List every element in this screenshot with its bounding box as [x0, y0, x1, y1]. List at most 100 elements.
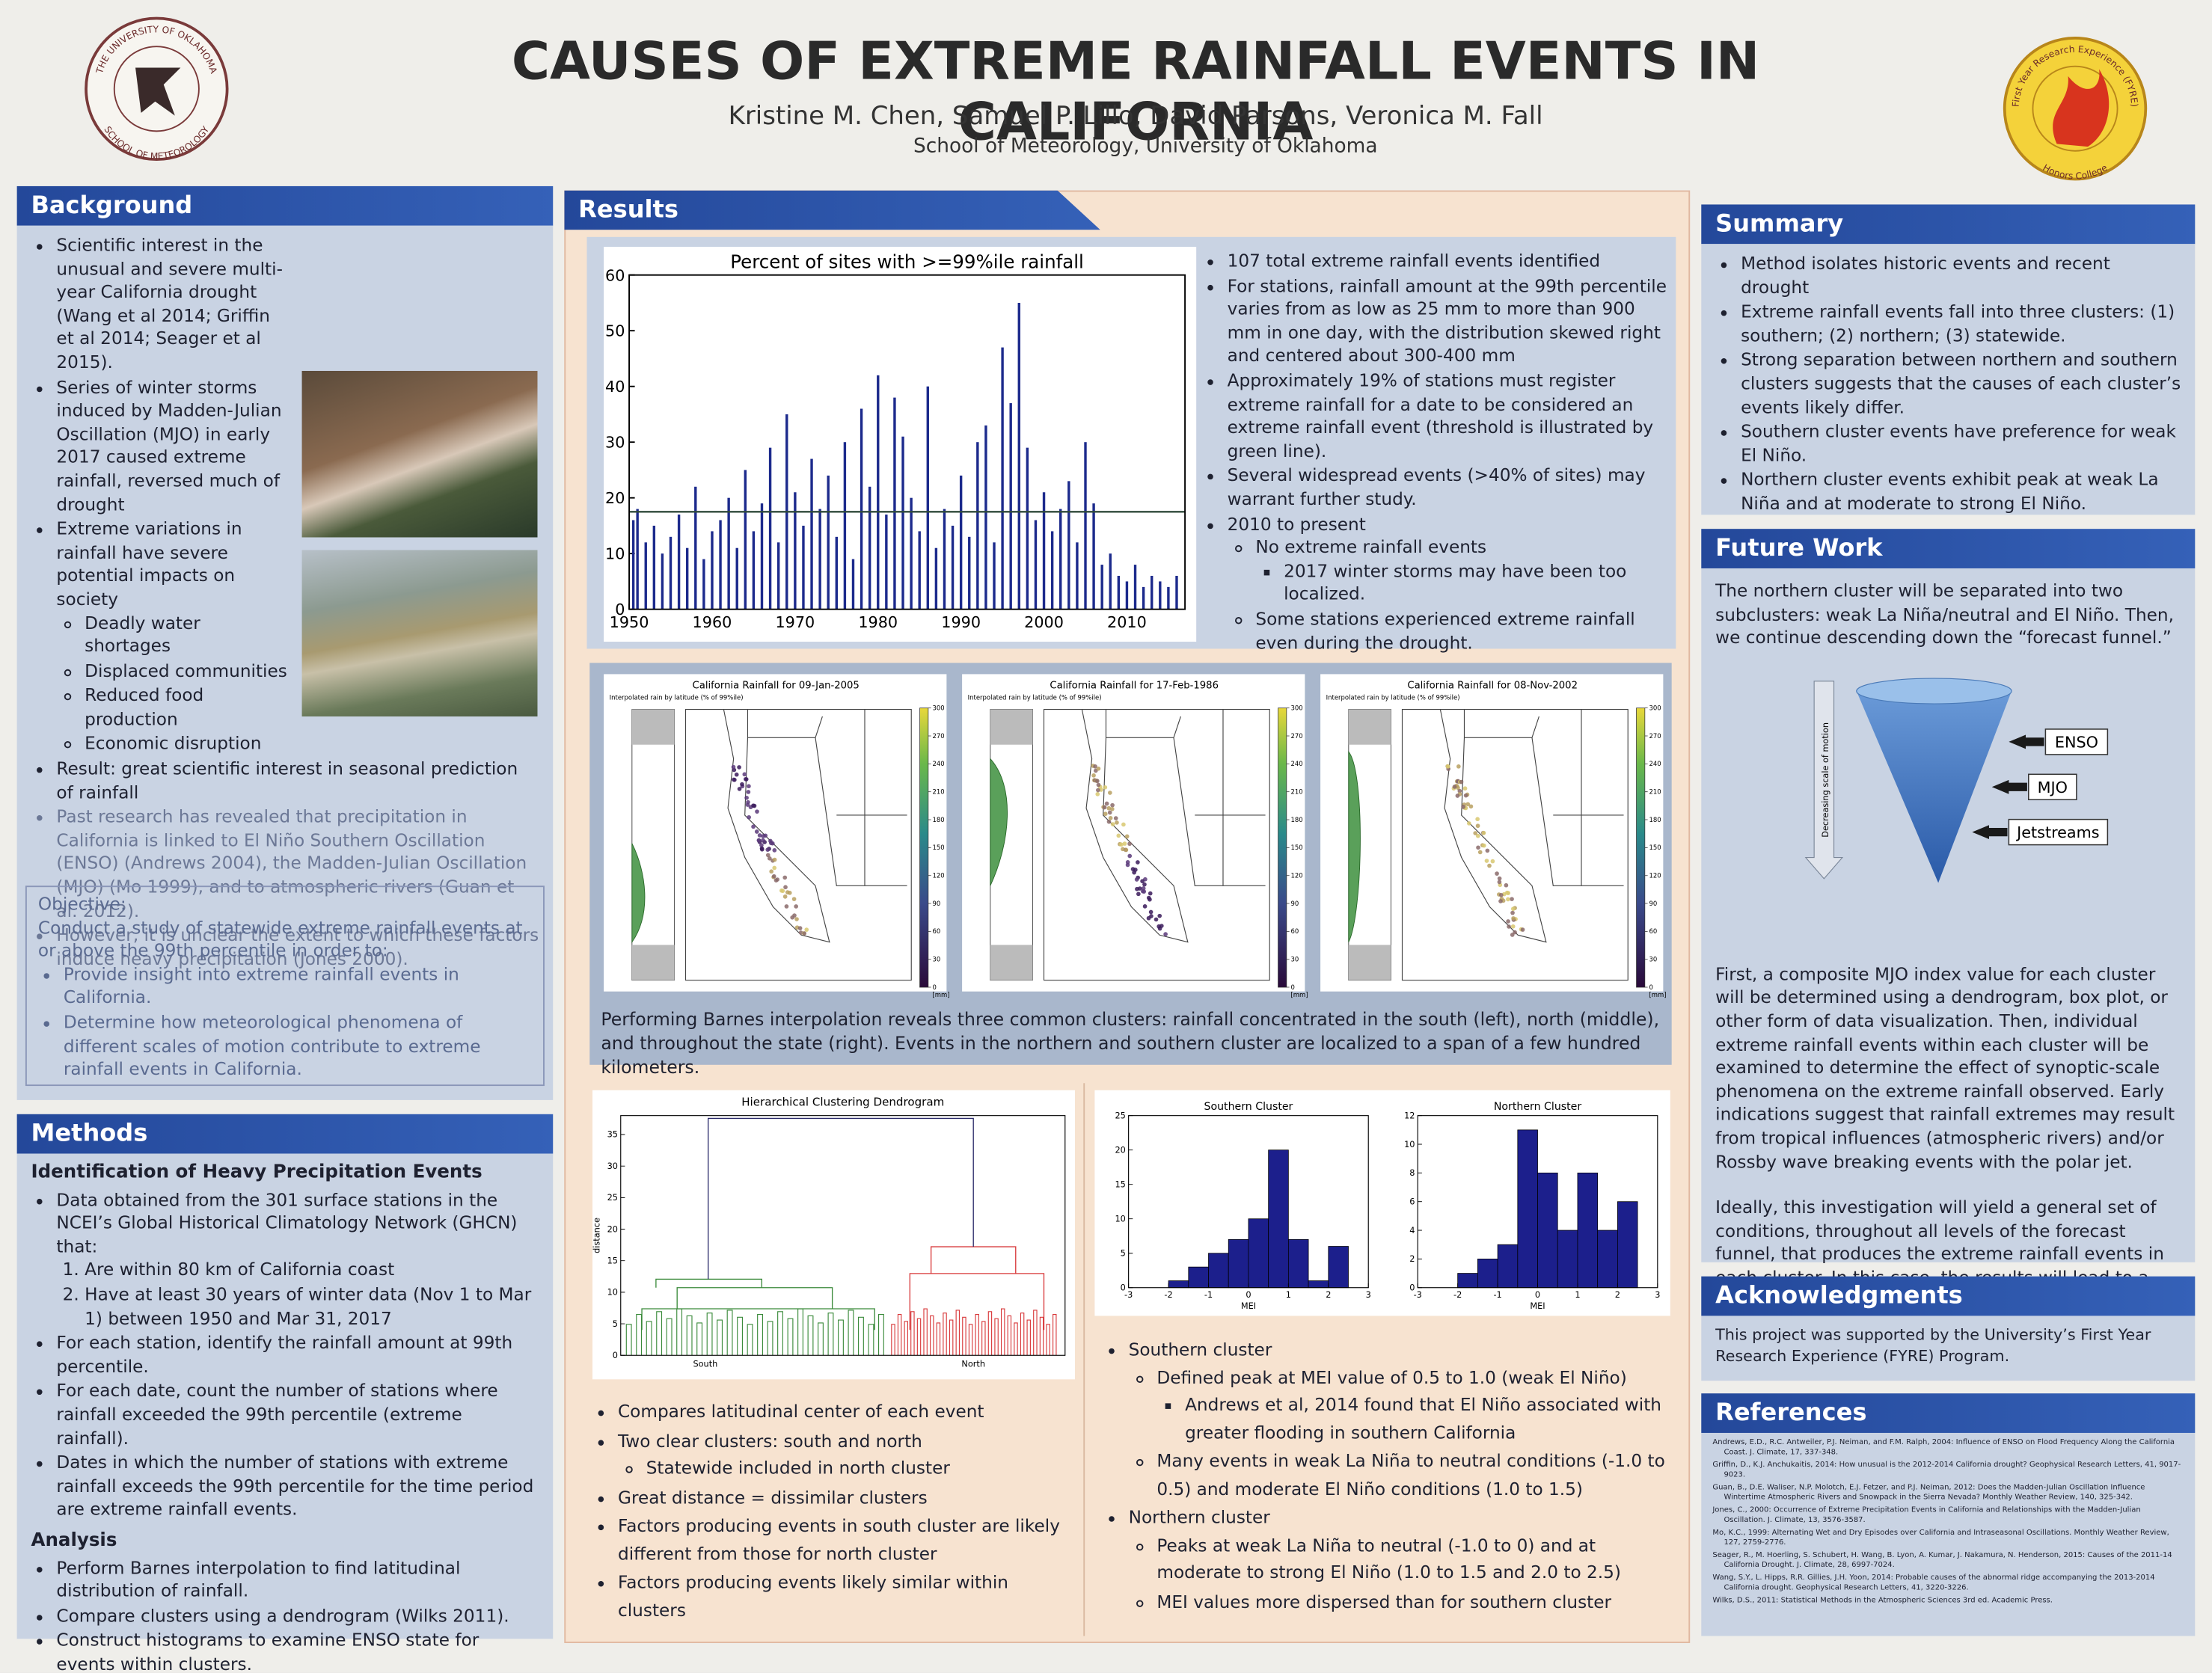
y-tick-label: 20 — [607, 1224, 618, 1234]
section-heading: Results — [564, 190, 1100, 230]
station-dot — [772, 865, 777, 871]
bar — [652, 525, 656, 610]
bullet-item: 2017 winter storms may have been too loc… — [1284, 559, 1670, 607]
bar — [685, 547, 689, 610]
bullet-item: For stations, rainfall amount at the 99t… — [1228, 274, 1670, 368]
bullet-item: MEI values more dispersed than for south… — [1156, 1588, 1667, 1616]
bullet-item: Economic disruption — [85, 733, 539, 756]
station-dot — [1463, 793, 1468, 798]
station-dot — [1511, 916, 1516, 921]
hist-bar — [1617, 1201, 1638, 1289]
x-tick-label: -3 — [1414, 1290, 1422, 1300]
station-dot — [794, 904, 798, 909]
colorbar-label: 240 — [1291, 760, 1303, 767]
y-tick-label: 4 — [1409, 1226, 1415, 1235]
station-dot — [767, 856, 772, 861]
references-panel: Andrews, E.D., R.C. Antweiler, P.J. Neim… — [1701, 1432, 2196, 1636]
bullet-item: Provide insight into extreme rainfall ev… — [64, 963, 532, 1010]
station-dot — [1093, 764, 1097, 769]
station-dot — [1142, 889, 1147, 894]
bar — [1125, 581, 1129, 610]
y-tick-label: 0 — [613, 1351, 618, 1360]
bar — [1042, 492, 1046, 610]
station-dot — [1108, 791, 1112, 795]
y-tick-label: 25 — [607, 1193, 618, 1203]
y-tick-label: 60 — [605, 266, 625, 284]
bar — [1167, 586, 1170, 610]
dendrogram-text: Compares latitudinal center of each even… — [592, 1399, 1079, 1627]
station-dot — [1510, 897, 1514, 902]
bar — [1009, 403, 1012, 610]
bullet-item: Factors producing events in south cluste… — [618, 1513, 1079, 1568]
station-dot — [1507, 924, 1511, 929]
hist-bar — [1517, 1129, 1538, 1289]
methods-panel: Identification of Heavy Precipitation Ev… — [16, 1153, 554, 1673]
bullet-text: Extreme variations in rainfall have seve… — [56, 519, 242, 610]
funnel-label-box — [2044, 728, 2109, 755]
bullet-list: Andrews et al, 2014 found that El Niño a… — [1156, 1392, 1667, 1447]
colorbar-label: 150 — [933, 844, 945, 851]
dendro-leaves — [625, 1308, 884, 1356]
station-dot — [737, 765, 741, 770]
x-tick-label: 1950 — [610, 613, 649, 631]
reference: Jones, C., 2000: Occurrence of Extreme P… — [1712, 1506, 2141, 1525]
station-dot — [1497, 876, 1502, 881]
funnel-label-box — [2028, 773, 2077, 801]
x-tick-label: 1 — [1286, 1290, 1291, 1300]
bar — [1092, 503, 1095, 610]
station-dot — [765, 847, 770, 853]
station-dot — [771, 874, 776, 879]
colorbar-label: 90 — [933, 900, 941, 907]
colorbar-label: 30 — [1291, 956, 1299, 963]
plot-frame — [620, 1115, 1066, 1356]
bar — [677, 515, 681, 610]
station-dot — [1475, 833, 1480, 838]
chart-title: Southern Cluster — [1204, 1101, 1293, 1113]
station-dot — [1099, 788, 1103, 792]
bar — [851, 559, 855, 610]
authors: Kristine M. Chen, Samuel P. Lillo, David… — [728, 101, 1543, 132]
colorbar-label: 60 — [1649, 927, 1658, 935]
station-dot — [1142, 882, 1147, 887]
plot-frame — [628, 274, 1186, 610]
y-tick-label: 25 — [1115, 1111, 1125, 1120]
bullet-item: Two clear clusters: south and north State… — [618, 1428, 1079, 1483]
bullet-item: Statewide included in north cluster — [646, 1455, 1079, 1483]
colorbar-label: 300 — [933, 704, 945, 712]
funnel-pointer — [2009, 734, 2044, 749]
station-dot — [757, 833, 762, 838]
y-tick-label: 0 — [1121, 1283, 1126, 1293]
station-dot — [802, 931, 806, 936]
station-dot — [1506, 919, 1510, 924]
bar — [1142, 586, 1145, 610]
bullet-item: Defined peak at MEI value of 0.5 to 1.0 … — [1156, 1365, 1667, 1447]
bullet-list: Peaks at weak La Niña to neutral (-1.0 t… — [1129, 1532, 1667, 1616]
bar — [926, 386, 929, 610]
colorbar-label: 90 — [1291, 900, 1299, 907]
bar — [1109, 553, 1112, 610]
bullet-item: Reduced food production — [85, 684, 539, 731]
bullet-text: 2010 to present — [1227, 514, 1366, 534]
dendrogram: Hierarchical Clustering Dendrogram distan… — [592, 1095, 1066, 1369]
bullet-list: No extreme rainfall events2017 winter st… — [1228, 536, 1670, 654]
bar — [885, 515, 888, 610]
reference: Wilks, D.S., 2011: Statistical Methods i… — [1712, 1596, 2053, 1606]
profile-gray — [990, 709, 1033, 745]
bullet-item: Scientific interest in the unusual and s… — [56, 234, 539, 375]
map-subtitle: Interpolated rain by latitude (% of 99%i… — [968, 693, 1102, 701]
profile-gray — [990, 945, 1033, 980]
chart-title: Hierarchical Clustering Dendrogram — [741, 1095, 944, 1108]
logo-flame — [2053, 69, 2110, 147]
station-dot — [1141, 885, 1146, 891]
station-dot — [1119, 842, 1124, 847]
station-dot — [1137, 886, 1142, 891]
section-heading: Background — [16, 185, 554, 226]
objective-text: Conduct a study of statewide extreme rai… — [37, 917, 523, 961]
station-dot — [1124, 834, 1130, 839]
bullet-item: Extreme rainfall events fall into three … — [1741, 301, 2181, 348]
funnel-label: Jetstreams — [2015, 823, 2099, 841]
bar — [768, 447, 772, 610]
bullet-list: Southern cluster Defined peak at MEI valu… — [1103, 1337, 1667, 1616]
dendro-leaves — [891, 1308, 1057, 1356]
